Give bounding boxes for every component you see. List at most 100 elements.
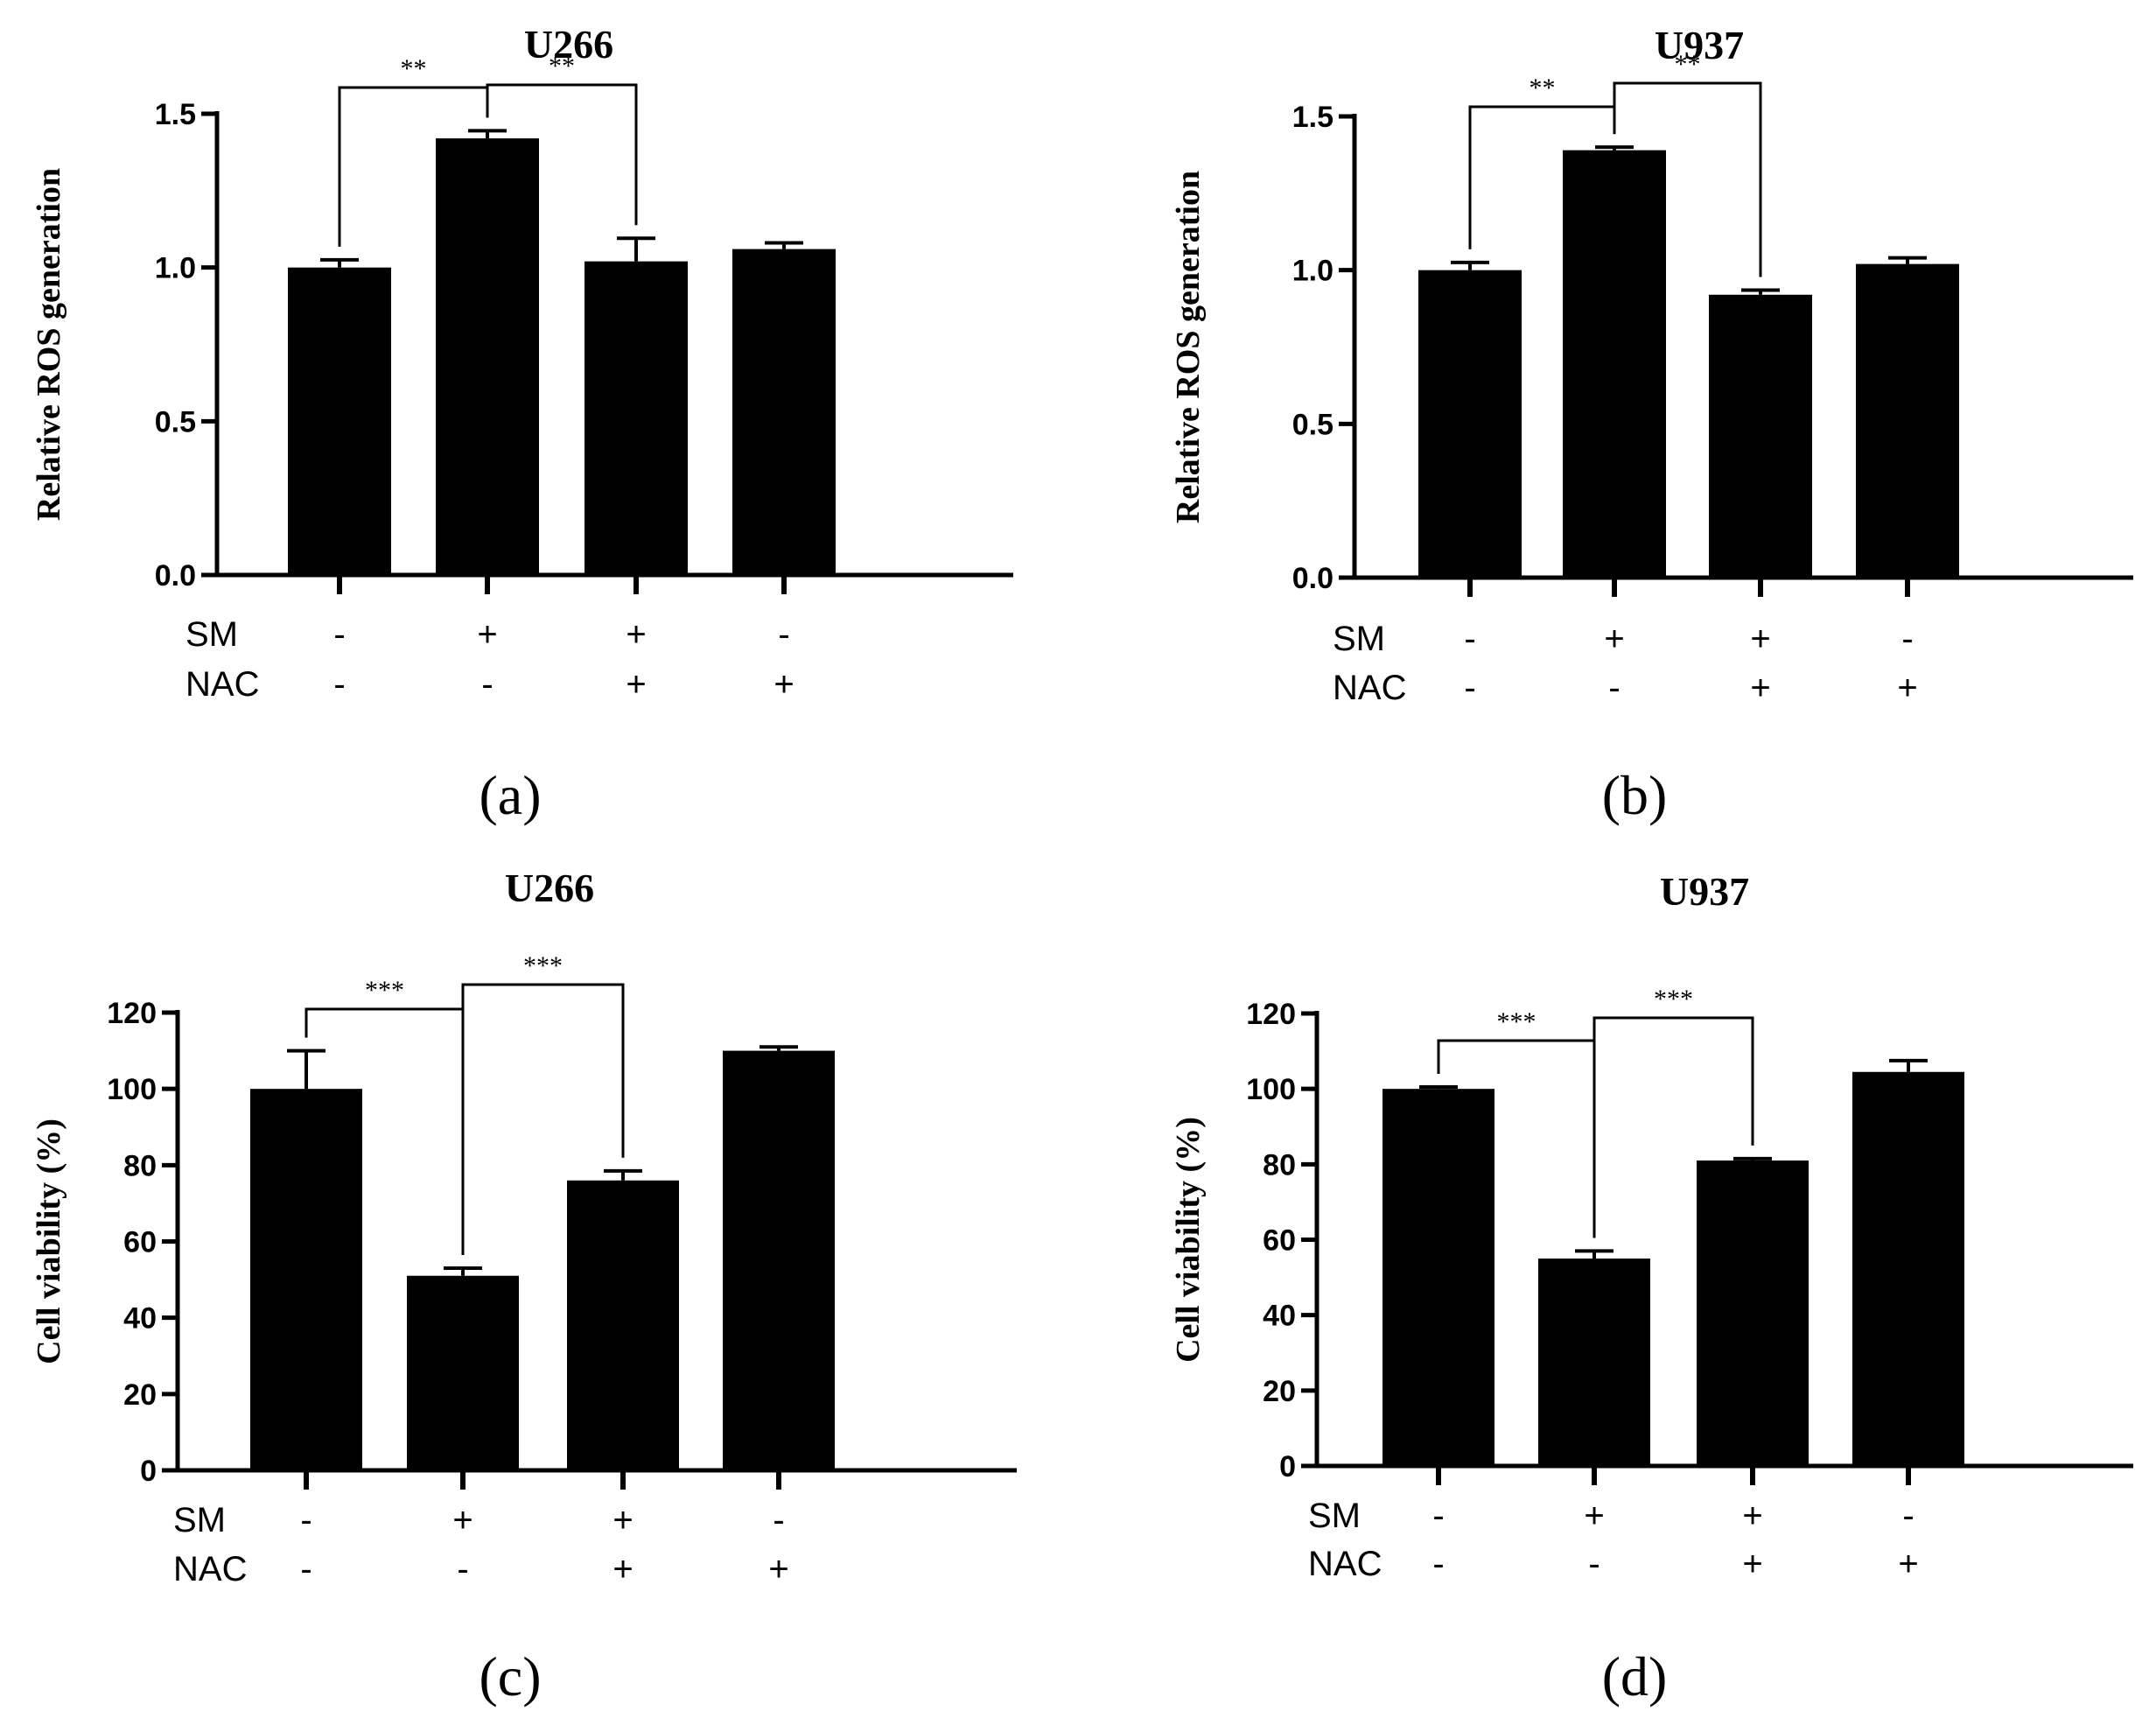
- condition-sign: +: [1750, 669, 1770, 707]
- bar: [584, 261, 688, 575]
- panel-label: (b): [1602, 764, 1668, 826]
- condition-sign: +: [612, 1501, 633, 1539]
- panel-label: (d): [1602, 1645, 1668, 1707]
- bar: [732, 249, 836, 575]
- significance-label: **: [549, 52, 575, 81]
- bar: [288, 267, 391, 575]
- condition-sign: -: [300, 1550, 312, 1588]
- y-tick-label: 100: [107, 1073, 157, 1106]
- condition-sign: -: [1464, 669, 1475, 707]
- condition-sign: -: [457, 1550, 468, 1588]
- condition-sign: -: [773, 1501, 784, 1539]
- condition-sign: -: [1432, 1545, 1444, 1583]
- condition-label-nac: NAC: [1308, 1545, 1382, 1583]
- condition-sign: -: [1432, 1497, 1444, 1535]
- condition-label-sm: SM: [1333, 620, 1385, 658]
- y-tick-label: 0.0: [155, 559, 196, 593]
- bar: [1697, 1161, 1809, 1466]
- y-tick-label: 0.0: [1292, 562, 1334, 595]
- y-axis-label: Cell viability (%): [31, 1118, 67, 1364]
- condition-sign: +: [1750, 620, 1770, 658]
- y-tick-label: 1.5: [1292, 101, 1334, 134]
- significance-label: ***: [1654, 985, 1693, 1013]
- panel-label: (c): [479, 1645, 541, 1707]
- condition-sign: -: [300, 1501, 312, 1539]
- y-tick-label: 20: [1263, 1375, 1296, 1408]
- y-tick-label: 40: [123, 1302, 157, 1336]
- y-tick-label: 1.0: [155, 252, 196, 285]
- condition-sign: +: [1604, 620, 1624, 658]
- bar: [1382, 1089, 1494, 1466]
- chart-panel-2: U937 Relative ROS generation 0.0 0.5 1.0 1.5 S…: [1170, 23, 2133, 826]
- chart-panel-3: U266 Cell viability (%) 0 20 40 60 80 100 120 SM -…: [31, 866, 1017, 1707]
- significance-label: **: [1530, 74, 1556, 102]
- chart-title: U266: [524, 22, 613, 67]
- significance-label: **: [1675, 50, 1701, 79]
- condition-sign: +: [452, 1501, 472, 1539]
- significance-label: ***: [523, 951, 563, 980]
- y-tick-label: 40: [1263, 1300, 1296, 1333]
- chart-title: U266: [505, 866, 594, 910]
- y-tick-label: 120: [1246, 998, 1296, 1031]
- bar: [250, 1089, 362, 1470]
- significance-label: ***: [365, 976, 404, 1005]
- condition-sign: -: [481, 665, 493, 704]
- y-axis-label: Cell viability (%): [1170, 1117, 1207, 1363]
- y-tick-label: 80: [123, 1149, 157, 1182]
- chart-title: U937: [1655, 23, 1744, 67]
- bar: [723, 1050, 835, 1470]
- significance-bracket: [1592, 1016, 1754, 1238]
- condition-sign: +: [1897, 669, 1917, 707]
- condition-sign: +: [768, 1550, 788, 1588]
- condition-sign: -: [1902, 1497, 1914, 1535]
- condition-sign: +: [626, 665, 646, 704]
- bar: [1709, 294, 1812, 578]
- y-tick-label: 80: [1263, 1148, 1296, 1182]
- y-tick-label: 20: [123, 1378, 157, 1412]
- bar: [1418, 270, 1522, 578]
- condition-sign: +: [774, 665, 794, 704]
- bar: [1852, 1071, 1964, 1466]
- condition-sign: +: [612, 1550, 633, 1588]
- y-tick-label: 0.5: [155, 405, 196, 438]
- panel-label: (a): [479, 764, 541, 826]
- bar: [1563, 150, 1666, 578]
- bar: [436, 138, 539, 575]
- y-tick-label: 100: [1246, 1073, 1296, 1106]
- y-tick-label: 1.5: [155, 98, 196, 131]
- y-tick-label: 0: [1279, 1450, 1296, 1483]
- condition-label-sm: SM: [186, 615, 238, 654]
- bar: [1538, 1259, 1650, 1466]
- condition-label-nac: NAC: [1333, 669, 1406, 707]
- y-tick-label: 0.5: [1292, 408, 1334, 441]
- condition-sign: +: [1584, 1497, 1604, 1535]
- condition-sign: -: [1588, 1545, 1600, 1583]
- condition-sign: -: [1901, 620, 1913, 658]
- condition-sign: -: [333, 665, 345, 704]
- chart-panel-4: U937 Cell viability (%) 0 20 40 60 80 100 120 SM -…: [1170, 869, 2133, 1707]
- significance-bracket: [461, 983, 625, 1256]
- y-tick-label: 1.0: [1292, 255, 1334, 288]
- condition-label-sm: SM: [173, 1501, 226, 1539]
- condition-sign: -: [1608, 669, 1620, 707]
- condition-sign: +: [1742, 1497, 1762, 1535]
- y-tick-label: 60: [1263, 1224, 1296, 1258]
- bar: [567, 1180, 679, 1470]
- y-axis-label: Relative ROS generation: [1170, 171, 1207, 523]
- significance-label: **: [401, 54, 427, 83]
- condition-sign: +: [477, 615, 497, 654]
- condition-sign: -: [778, 615, 789, 654]
- condition-label-nac: NAC: [173, 1550, 247, 1588]
- chart-panel-1: U266 Relative ROS generation 0.0 0.5 1.0 1.5 S…: [31, 22, 1013, 826]
- condition-sign: +: [1742, 1545, 1762, 1583]
- y-tick-label: 120: [107, 997, 157, 1030]
- bar: [407, 1275, 519, 1470]
- condition-label-nac: NAC: [186, 665, 259, 704]
- significance-label: ***: [1497, 1007, 1536, 1036]
- condition-sign: -: [333, 615, 345, 654]
- condition-sign: +: [626, 615, 646, 654]
- significance-bracket: [1613, 81, 1762, 277]
- chart-title: U937: [1660, 869, 1749, 914]
- condition-label-sm: SM: [1308, 1497, 1361, 1535]
